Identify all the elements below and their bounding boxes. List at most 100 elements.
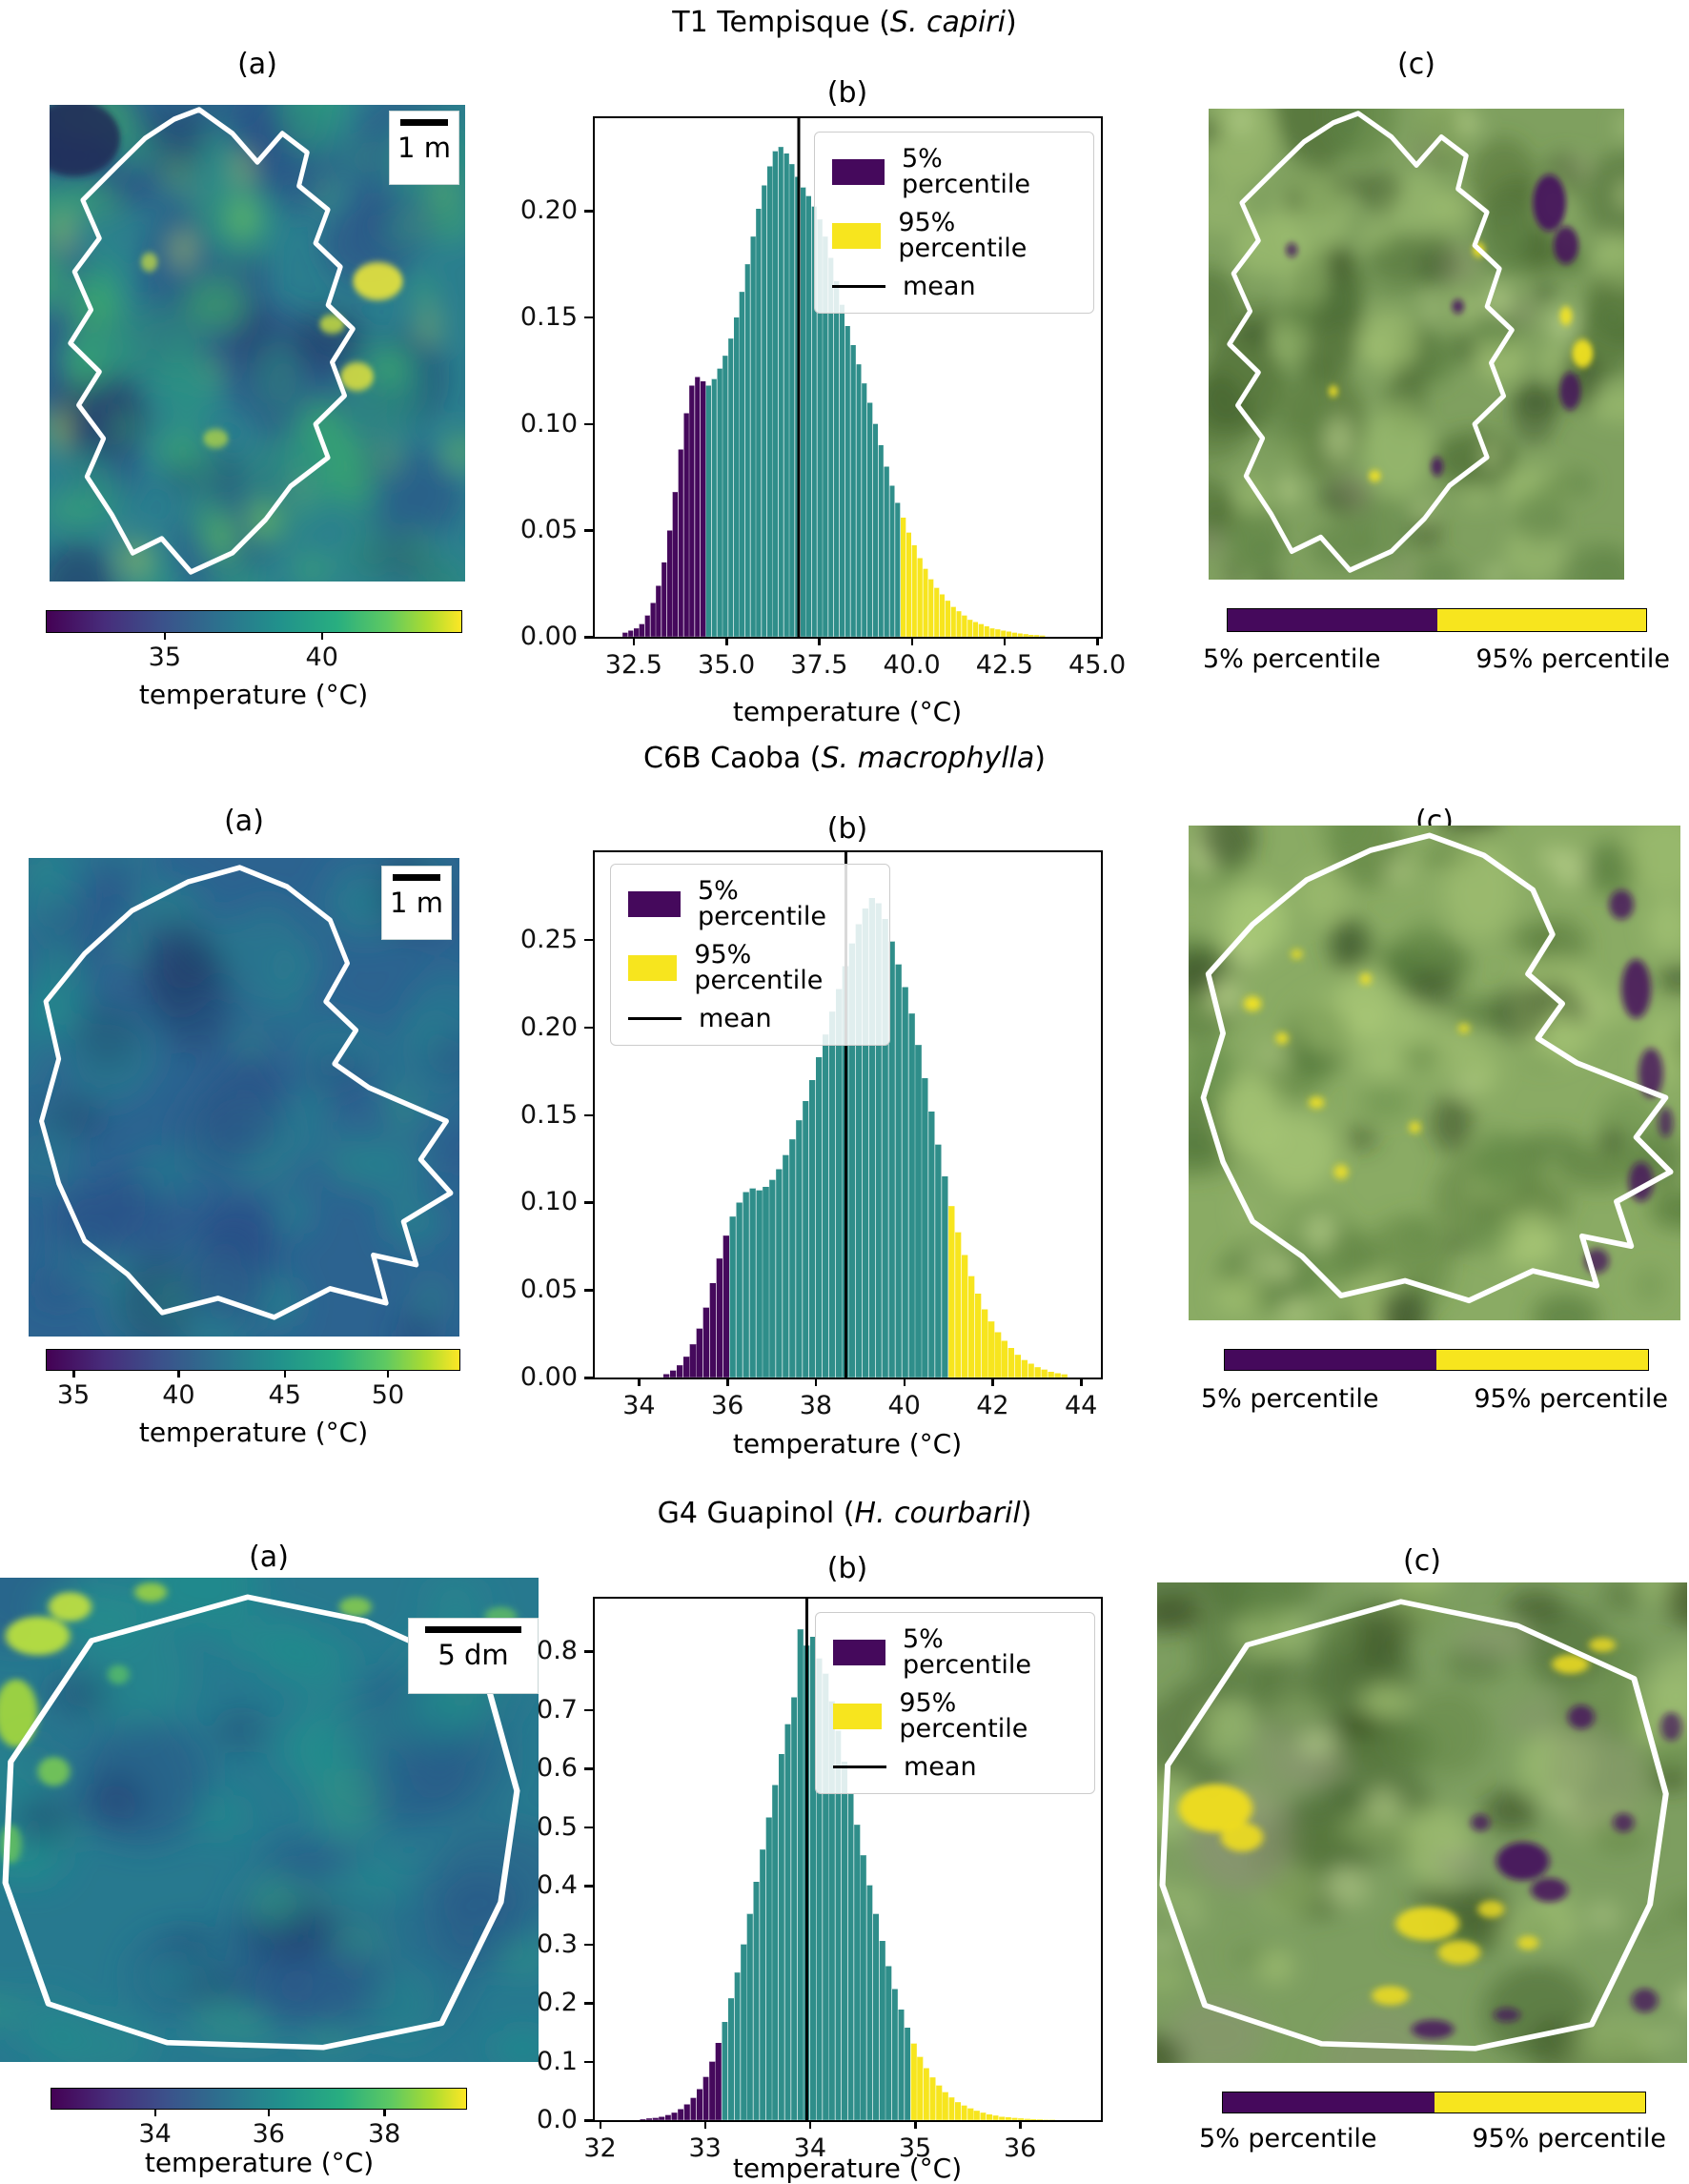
row1-p95-percentile-label: 95% percentile — [1475, 644, 1670, 674]
x-tick-label: 35.0 — [698, 650, 756, 680]
row1-scalebar-line — [400, 119, 448, 126]
y-tick-label: 0.6 — [537, 1753, 578, 1784]
legend-item-p95: 95% percentile — [628, 942, 872, 993]
row3-p95-percentile-label: 95% percentile — [1472, 2124, 1666, 2153]
row3-title-suffix: ) — [1020, 1497, 1032, 1530]
row1-thermal-image: 1 m — [50, 105, 465, 582]
colorbar-tick-label: 35 — [148, 643, 182, 672]
x-tick-label: 32.5 — [604, 650, 662, 680]
crown-outline — [1159, 1599, 1669, 2051]
row3-p5-percentile-label: 5% percentile — [1199, 2124, 1377, 2153]
colorbar-tick-mark — [163, 632, 167, 640]
x-tick-label: 42.5 — [975, 650, 1033, 680]
row1-scalebar-label: 1 m — [397, 132, 451, 164]
colorbar-tick-label: 40 — [305, 643, 338, 672]
p95-swatch — [628, 954, 678, 981]
p95-color-segment — [1436, 609, 1646, 631]
x-tick-mark — [1019, 2120, 1022, 2129]
y-tick-label: 0.05 — [519, 515, 578, 545]
x-tick-label: 44 — [1064, 1391, 1098, 1420]
x-tick-label: 35 — [898, 2133, 932, 2163]
y-tick-label: 0.2 — [537, 1988, 578, 2018]
legend-item-p5: 5% percentile — [832, 146, 1076, 197]
row1-p5-percentile-label: 5% percentile — [1203, 644, 1381, 674]
colorbar-tick-mark — [386, 1370, 390, 1378]
row3-colorbar-thermal — [51, 2088, 467, 2110]
legend-item-p95: 95% percentile — [833, 1690, 1077, 1742]
p5-label: 5% percentile — [902, 1624, 1031, 1680]
y-tick-mark — [584, 1026, 593, 1030]
x-tick-mark — [638, 1378, 641, 1386]
mean-swatch — [628, 1017, 682, 1020]
y-tick-label: 0.7 — [537, 1694, 578, 1725]
row3-hist-xlabel: temperature (°C) — [732, 2153, 963, 2184]
row1-hist-xlabel: temperature (°C) — [732, 696, 963, 727]
p95-label: 95% percentile — [694, 940, 824, 995]
y-tick-label: 0.8 — [537, 1636, 578, 1666]
x-tick-mark — [632, 637, 636, 645]
x-tick-label: 37.5 — [790, 650, 848, 680]
mean-swatch — [832, 285, 885, 288]
x-tick-mark — [599, 2120, 601, 2129]
row3-colorbar-thermal-label: temperature (°C) — [144, 2147, 375, 2178]
row1-colorbar-percentile — [1227, 608, 1647, 632]
y-tick-label: 0.4 — [537, 1870, 578, 1901]
p95-label: 95% percentile — [898, 208, 1028, 263]
row2-colorbar-thermal-label: temperature (°C) — [138, 1417, 369, 1448]
row1-title-suffix: ) — [1005, 6, 1017, 39]
x-tick-mark — [903, 1378, 906, 1386]
p5-color-segment — [1228, 609, 1437, 631]
row1-scalebar: 1 m — [389, 111, 459, 185]
x-tick-label: 42 — [976, 1391, 1009, 1420]
crown-image-svg — [1189, 826, 1680, 1320]
y-tick-label: 0.15 — [519, 1099, 578, 1130]
x-tick-mark — [991, 1378, 994, 1386]
row1-panel-b-label: (b) — [826, 76, 868, 110]
y-tick-mark — [584, 1113, 593, 1116]
p95-color-segment — [1436, 1350, 1648, 1370]
histogram-svg — [662, 852, 1068, 1378]
x-tick-mark — [914, 2120, 917, 2129]
colorbar-tick-label: 50 — [371, 1380, 405, 1410]
x-tick-mark — [726, 1378, 729, 1386]
histogram-svg — [621, 118, 1046, 637]
row2-p5-percentile-label: 5% percentile — [1201, 1384, 1379, 1414]
x-tick-mark — [818, 637, 821, 645]
y-tick-mark — [584, 1650, 593, 1653]
p95-swatch — [833, 1703, 883, 1729]
colorbar-tick-mark — [153, 2109, 157, 2116]
y-tick-mark — [584, 316, 593, 319]
y-tick-mark — [584, 1767, 593, 1770]
y-tick-mark — [584, 636, 593, 639]
colorbar-tick-mark — [267, 2109, 271, 2116]
p95-label: 95% percentile — [899, 1688, 1028, 1744]
colorbar-tick-label: 34 — [138, 2119, 172, 2149]
x-tick-label: 36 — [1003, 2133, 1037, 2163]
p95-color-segment — [1434, 2092, 1645, 2113]
p5-swatch — [833, 1639, 885, 1665]
row2-title-species: S. macrophylla — [821, 742, 1035, 775]
row3-histogram-legend: 5% percentile 95% percentile mean — [815, 1612, 1095, 1794]
y-tick-label: 0.10 — [519, 1187, 578, 1217]
x-tick-label: 45.0 — [1068, 650, 1127, 680]
row2-rgb-image — [1189, 826, 1680, 1320]
colorbar-tick-label: 40 — [162, 1380, 195, 1410]
legend-item-mean: mean — [628, 1006, 872, 1031]
row1-rgb-image — [1209, 109, 1624, 580]
legend-item-mean: mean — [833, 1754, 1077, 1780]
row2-thermal-image: 1 m — [29, 858, 459, 1337]
y-tick-mark — [584, 529, 593, 532]
row1-panel-c-label: (c) — [1397, 48, 1435, 81]
row3-panel-b-label: (b) — [826, 1552, 868, 1585]
row2-scalebar: 1 m — [381, 866, 452, 940]
row3-scalebar-line — [425, 1626, 521, 1633]
row3-panel-a-label: (a) — [249, 1541, 289, 1574]
y-tick-label: 0.20 — [519, 1011, 578, 1042]
x-tick-mark — [703, 2120, 707, 2129]
y-tick-label: 0.00 — [519, 1362, 578, 1392]
x-tick-mark — [910, 637, 914, 645]
row2-colorbar-percentile — [1224, 1349, 1649, 1371]
row2-title: C6B Caoba (S. macrophylla) — [643, 742, 1046, 775]
row2-hist-xlabel: temperature (°C) — [732, 1428, 963, 1459]
